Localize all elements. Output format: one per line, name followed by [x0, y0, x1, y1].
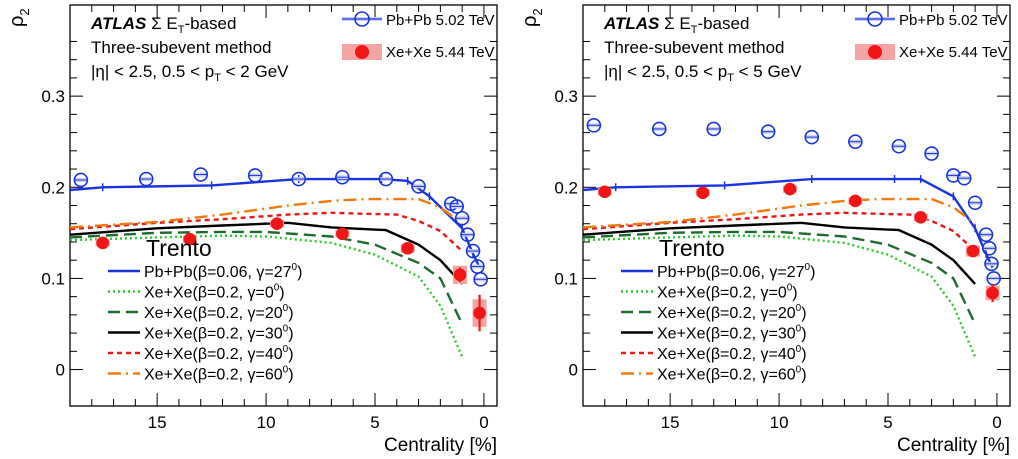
legend-pbpb-label: Pb+Pb 5.02 TeV [386, 12, 495, 29]
trento-legend-label-3: Xe+Xe(β=0.2, γ=200) [657, 303, 807, 322]
model-curve-5 [582, 211, 976, 252]
atlas-label: ATLAS Σ ET-based [90, 14, 236, 36]
x-tick-label: 0 [479, 413, 488, 432]
xexe-point [966, 244, 980, 258]
legend-xexe-marker [355, 45, 369, 59]
trento-legend-label-4: Xe+Xe(β=0.2, γ=300) [657, 324, 807, 343]
trento-legend-label-1: Pb+Pb(β=0.06, γ=270) [144, 262, 302, 281]
trento-legend-label-4: Xe+Xe(β=0.2, γ=300) [144, 324, 294, 343]
trento-legend-label-5: Xe+Xe(β=0.2, γ=400) [657, 344, 807, 363]
y-tick-label: 0.3 [41, 87, 65, 106]
trento-legend-title: Trento [146, 235, 212, 261]
legend-xexe-marker [868, 45, 882, 59]
xexe-point [914, 211, 927, 224]
y-tick-label: 0.2 [554, 178, 578, 197]
model-curve-1 [582, 177, 994, 269]
trento-legend-label-2: Xe+Xe(β=0.2, γ=00) [144, 283, 285, 302]
xexe-point [783, 182, 797, 196]
xexe-point [986, 286, 999, 300]
y-axis-title: ρ2 [6, 8, 32, 27]
y-tick-label: 0.3 [554, 87, 578, 106]
x-tick-label: 15 [148, 413, 167, 432]
trento-legend-title: Trento [659, 235, 725, 261]
xexe-point [849, 194, 862, 208]
panel-1: 0 0.1 0.2 0.3 15 10 5 0 Centrality [%] ρ2 ATLAS Σ … [6, 4, 498, 456]
xexe-point [96, 236, 109, 250]
x-tick-label: 10 [770, 413, 789, 432]
legend-pbpb-label: Pb+Pb 5.02 TeV [899, 12, 1008, 29]
xexe-point [453, 268, 467, 282]
model-curve-2 [582, 234, 977, 358]
trento-legend-label-6: Xe+Xe(β=0.2, γ=600) [144, 365, 294, 384]
xexe-point [598, 185, 612, 199]
y-tick-label: 0 [56, 361, 65, 380]
y-tick-label: 0 [569, 361, 578, 380]
method-label: Three-subevent method [604, 38, 785, 57]
x-axis-title: Centrality [%] [384, 435, 497, 456]
xexe-point [473, 306, 486, 320]
y-tick-label: 0.2 [41, 178, 65, 197]
model-curve-3 [582, 230, 977, 325]
model-curve-3 [69, 230, 464, 325]
xexe-point [336, 227, 349, 241]
trento-legend-label-1: Pb+Pb(β=0.06, γ=270) [657, 262, 815, 281]
x-tick-label: 15 [661, 413, 680, 432]
model-curve-6 [69, 197, 463, 229]
xexe-point [183, 232, 197, 246]
trento-legend-label-2: Xe+Xe(β=0.2, γ=00) [657, 283, 798, 302]
trento-legend-label-3: Xe+Xe(β=0.2, γ=200) [144, 303, 294, 322]
x-tick-label: 5 [883, 413, 892, 432]
legend-xexe-label: Xe+Xe 5.44 TeV [899, 44, 1008, 61]
model-curve-2 [69, 234, 464, 358]
xexe-point [270, 217, 284, 231]
atlas-label: ATLAS Σ ET-based [603, 14, 749, 36]
legend-pbpb-marker [867, 11, 883, 27]
y-axis-title: ρ2 [519, 8, 545, 27]
trento-legend-label-6: Xe+Xe(β=0.2, γ=600) [657, 365, 807, 384]
trento-legend-label-5: Xe+Xe(β=0.2, γ=400) [144, 344, 294, 363]
kinematic-label: |η| < 2.5, 0.5 < pT < 5 GeV [604, 62, 802, 84]
y-tick-label: 0.1 [41, 269, 65, 288]
xexe-point [401, 242, 414, 255]
kinematic-label: |η| < 2.5, 0.5 < pT < 2 GeV [91, 62, 289, 84]
model-curve-4 [69, 221, 463, 285]
x-tick-label: 10 [257, 413, 276, 432]
y-tick-label: 0.1 [554, 269, 578, 288]
model-curve-4 [582, 221, 976, 285]
x-axis-title: Centrality [%] [897, 435, 1010, 456]
xexe-point [696, 186, 710, 200]
legend-pbpb-marker [354, 11, 370, 27]
panel-2: 0 0.1 0.2 0.3 15 10 5 0 Centrality [%] ρ2 ATLAS Σ … [519, 4, 1011, 456]
legend-xexe-label: Xe+Xe 5.44 TeV [386, 44, 495, 61]
x-tick-label: 5 [370, 413, 379, 432]
model-curve-5 [69, 211, 463, 252]
x-tick-label: 0 [992, 413, 1001, 432]
model-curve-6 [582, 197, 976, 229]
method-label: Three-subevent method [91, 38, 272, 57]
